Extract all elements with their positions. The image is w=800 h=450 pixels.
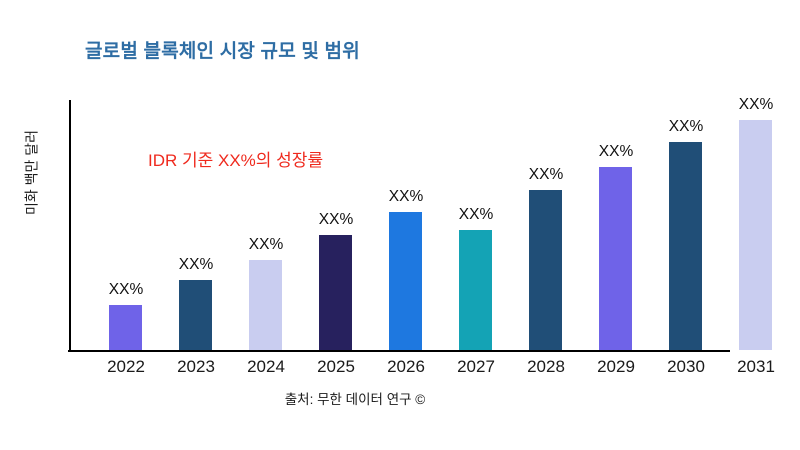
bar-group-2024: XX% xyxy=(240,100,292,350)
x-tick-2031: 2031 xyxy=(737,357,775,376)
bar-group-2022: XX% xyxy=(100,100,152,350)
bar-2030 xyxy=(669,142,702,350)
x-axis-line xyxy=(68,350,730,352)
x-tick-2024: 2024 xyxy=(247,357,285,376)
bar-group-2023: XX% xyxy=(170,100,222,350)
bar-value-label-2029: XX% xyxy=(598,143,634,160)
bar-group-2031: XX% xyxy=(730,96,782,350)
bar-2023 xyxy=(179,280,212,350)
bar-2025 xyxy=(319,235,352,350)
bar-2022 xyxy=(109,305,142,350)
bar-value-label-2023: XX% xyxy=(178,256,214,273)
bars-group: XX% XX% XX% XX% XX% XX% XX% XX% XX% XX% xyxy=(0,96,800,350)
x-tick-2027: 2027 xyxy=(457,357,495,376)
x-axis-tick-labels: 2022 2023 2024 2025 2026 2027 2028 2029 2030 2031 xyxy=(0,357,800,381)
x-tick-2022: 2022 xyxy=(107,357,145,376)
bar-2024 xyxy=(249,260,282,350)
growth-annotation: IDR 기준 XX%의 성장률 xyxy=(148,151,324,170)
bar-value-label-2031: XX% xyxy=(738,96,774,113)
bar-group-2027: XX% xyxy=(450,100,502,350)
bar-value-label-2028: XX% xyxy=(528,166,564,183)
bar-2026 xyxy=(389,212,422,350)
bar-value-label-2024: XX% xyxy=(248,236,284,253)
bar-value-label-2022: XX% xyxy=(108,281,144,298)
bar-group-2025: XX% xyxy=(310,100,362,350)
x-tick-2030: 2030 xyxy=(667,357,705,376)
x-tick-2026: 2026 xyxy=(387,357,425,376)
bar-group-2030: XX% xyxy=(660,100,712,350)
bar-value-label-2027: XX% xyxy=(458,206,494,223)
bar-2031 xyxy=(739,120,772,350)
y-axis-line xyxy=(69,100,71,352)
x-tick-2029: 2029 xyxy=(597,357,635,376)
bar-2028 xyxy=(529,190,562,350)
bar-group-2026: XX% xyxy=(380,100,432,350)
x-tick-2028: 2028 xyxy=(527,357,565,376)
bar-value-label-2030: XX% xyxy=(668,118,704,135)
bar-value-label-2025: XX% xyxy=(318,211,354,228)
source-caption: 출처: 무한 데이터 연구 © xyxy=(284,392,426,407)
bar-group-2029: XX% xyxy=(590,100,642,350)
x-tick-2025: 2025 xyxy=(317,357,355,376)
chart-title: 글로벌 블록체인 시장 규모 및 범위 xyxy=(85,41,360,62)
bar-group-2028: XX% xyxy=(520,100,572,350)
bar-2029 xyxy=(599,167,632,350)
x-tick-2023: 2023 xyxy=(177,357,215,376)
bar-value-label-2026: XX% xyxy=(388,188,424,205)
bar-2027 xyxy=(459,230,492,350)
